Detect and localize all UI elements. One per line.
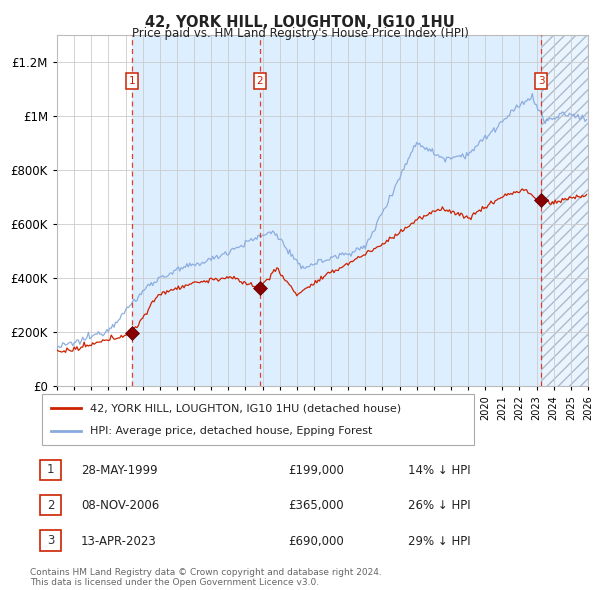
Bar xyxy=(541,35,588,386)
Text: 3: 3 xyxy=(538,76,545,86)
Text: 42, YORK HILL, LOUGHTON, IG10 1HU (detached house): 42, YORK HILL, LOUGHTON, IG10 1HU (detac… xyxy=(89,403,401,413)
Text: 2: 2 xyxy=(256,76,263,86)
Text: 1: 1 xyxy=(47,463,54,476)
Text: HPI: Average price, detached house, Epping Forest: HPI: Average price, detached house, Eppi… xyxy=(89,426,372,436)
Text: 29% ↓ HPI: 29% ↓ HPI xyxy=(408,535,470,548)
Text: £690,000: £690,000 xyxy=(288,535,344,548)
Text: £365,000: £365,000 xyxy=(288,499,344,512)
Text: 13-APR-2023: 13-APR-2023 xyxy=(81,535,157,548)
FancyBboxPatch shape xyxy=(40,495,61,515)
Text: 08-NOV-2006: 08-NOV-2006 xyxy=(81,499,159,512)
FancyBboxPatch shape xyxy=(42,394,474,445)
Text: 14% ↓ HPI: 14% ↓ HPI xyxy=(408,464,470,477)
Bar xyxy=(541,35,588,386)
FancyBboxPatch shape xyxy=(40,460,61,480)
Text: 26% ↓ HPI: 26% ↓ HPI xyxy=(408,499,470,512)
Text: 2: 2 xyxy=(47,499,54,512)
Text: 42, YORK HILL, LOUGHTON, IG10 1HU: 42, YORK HILL, LOUGHTON, IG10 1HU xyxy=(145,15,455,30)
Bar xyxy=(260,35,541,386)
Text: 28-MAY-1999: 28-MAY-1999 xyxy=(81,464,158,477)
Text: Price paid vs. HM Land Registry's House Price Index (HPI): Price paid vs. HM Land Registry's House … xyxy=(131,27,469,40)
Bar xyxy=(132,35,260,386)
Text: Contains HM Land Registry data © Crown copyright and database right 2024.
This d: Contains HM Land Registry data © Crown c… xyxy=(30,568,382,587)
FancyBboxPatch shape xyxy=(40,530,61,550)
Text: 3: 3 xyxy=(47,534,54,547)
Text: £199,000: £199,000 xyxy=(288,464,344,477)
Text: 1: 1 xyxy=(129,76,136,86)
